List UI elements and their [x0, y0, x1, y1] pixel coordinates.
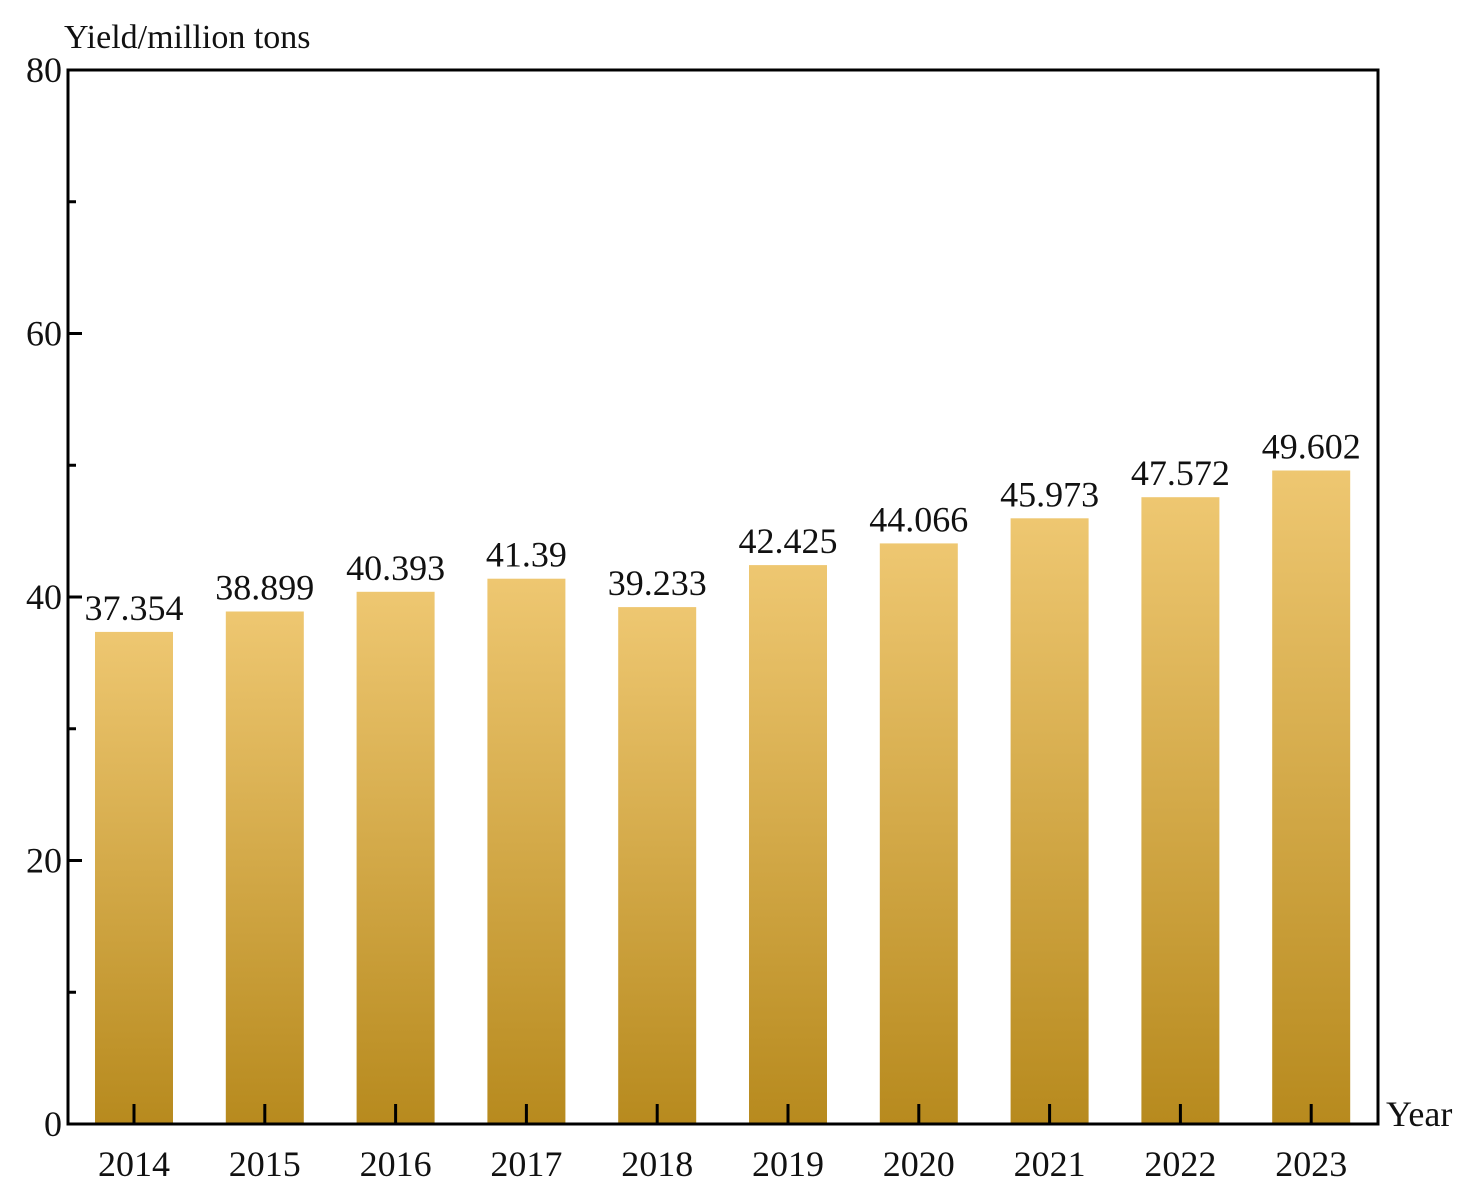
data-label: 47.572 — [1131, 453, 1230, 493]
y-tick-label: 20 — [26, 841, 62, 881]
data-label: 49.602 — [1262, 427, 1361, 467]
x-tick-label: 2015 — [229, 1144, 301, 1184]
x-tick-label: 2018 — [621, 1144, 693, 1184]
bar-2017 — [487, 578, 566, 1124]
y-tick-label: 60 — [26, 314, 62, 354]
y-tick-label: 0 — [44, 1104, 62, 1144]
x-tick-label: 2016 — [360, 1144, 432, 1184]
x-tick-label: 2021 — [1014, 1144, 1086, 1184]
x-tick-label: 2022 — [1144, 1144, 1216, 1184]
x-tick-label: 2014 — [98, 1144, 170, 1184]
bar-2021 — [1010, 518, 1089, 1124]
data-label: 40.393 — [346, 548, 445, 588]
bar-2015 — [225, 611, 304, 1124]
data-label: 41.39 — [486, 535, 567, 575]
bar-2016 — [356, 591, 435, 1124]
bar-2014 — [95, 631, 173, 1124]
labels: 37.354 2014 38.899 2015 40.393 2016 41.39 2017 3… — [26, 50, 1361, 1184]
bar-2018 — [618, 607, 697, 1124]
bar-2019 — [749, 565, 827, 1124]
axis-ticks — [68, 68, 1313, 1126]
x-tick-label: 2023 — [1275, 1144, 1347, 1184]
bar-2022 — [1141, 497, 1220, 1124]
data-label: 38.899 — [215, 568, 314, 608]
x-tick-label: 2019 — [752, 1144, 824, 1184]
y-tick-label: 80 — [26, 50, 62, 90]
data-label: 45.973 — [1000, 474, 1099, 514]
data-label: 37.354 — [85, 588, 184, 628]
bar-2023 — [1272, 470, 1351, 1124]
y-axis-label: Yield/million tons — [64, 19, 311, 56]
bars — [95, 470, 1351, 1124]
bar-2020 — [879, 543, 958, 1124]
data-label: 42.425 — [739, 521, 838, 561]
x-axis-label: Year — [1386, 1094, 1452, 1134]
x-tick-label: 2020 — [883, 1144, 955, 1184]
y-tick-label: 40 — [26, 577, 62, 617]
x-tick-label: 2017 — [490, 1144, 562, 1184]
data-label: 44.066 — [869, 499, 968, 539]
data-label: 39.233 — [608, 563, 707, 603]
